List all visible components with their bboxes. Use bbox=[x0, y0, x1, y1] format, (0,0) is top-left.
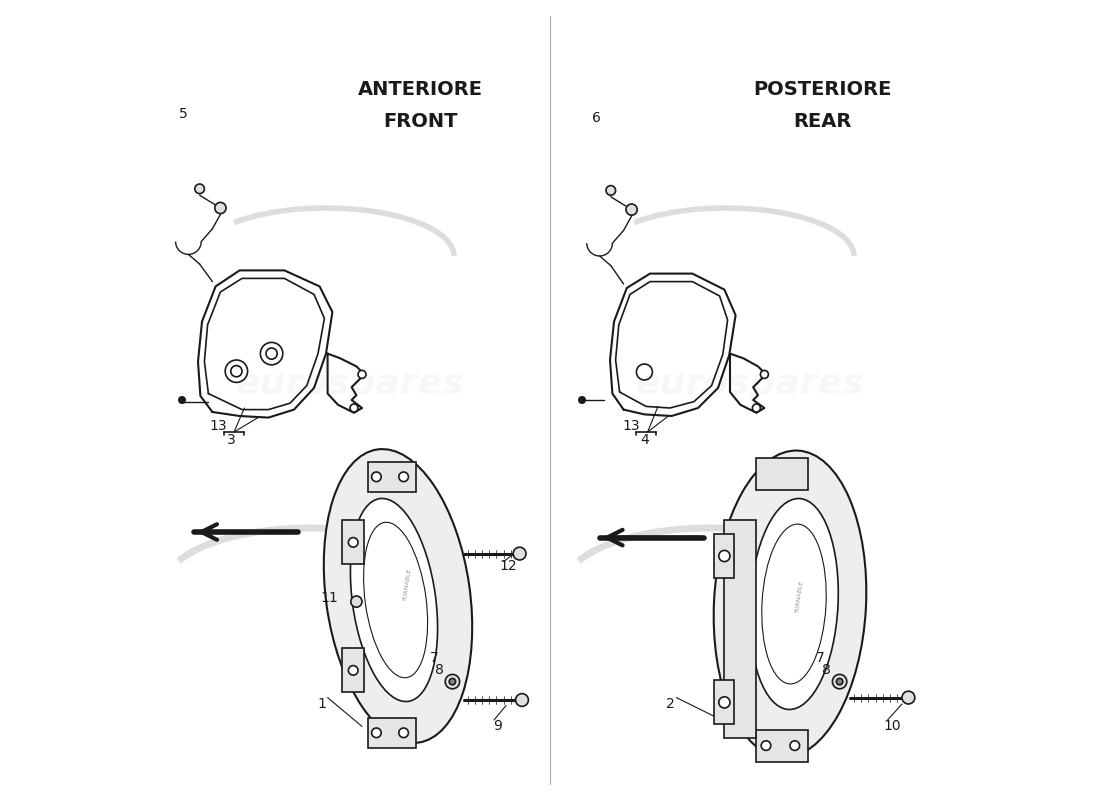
Text: 12: 12 bbox=[499, 559, 517, 574]
Text: 8: 8 bbox=[822, 663, 830, 678]
Circle shape bbox=[446, 674, 460, 689]
Text: 5: 5 bbox=[179, 106, 188, 121]
Circle shape bbox=[902, 691, 915, 704]
Ellipse shape bbox=[750, 498, 838, 710]
Bar bbox=[757, 458, 808, 490]
Text: 11: 11 bbox=[320, 591, 338, 606]
Circle shape bbox=[790, 741, 800, 750]
Circle shape bbox=[214, 202, 225, 214]
Circle shape bbox=[514, 547, 526, 560]
Text: 7: 7 bbox=[816, 650, 825, 665]
Text: REAR: REAR bbox=[793, 112, 851, 131]
Circle shape bbox=[349, 666, 358, 675]
Text: eurospares: eurospares bbox=[636, 367, 865, 401]
Text: 6: 6 bbox=[592, 111, 601, 126]
Circle shape bbox=[372, 728, 382, 738]
Circle shape bbox=[752, 404, 760, 412]
Circle shape bbox=[350, 404, 358, 412]
Text: eurospares: eurospares bbox=[235, 367, 464, 401]
Circle shape bbox=[761, 741, 771, 750]
Bar bbox=[342, 648, 364, 692]
Bar bbox=[714, 534, 734, 578]
Circle shape bbox=[449, 678, 455, 685]
Text: FRONT: FRONT bbox=[383, 112, 458, 131]
Circle shape bbox=[195, 184, 205, 194]
Circle shape bbox=[626, 204, 637, 215]
Text: ANTERIORE: ANTERIORE bbox=[358, 80, 483, 99]
Text: 7: 7 bbox=[430, 650, 439, 665]
Circle shape bbox=[718, 550, 730, 562]
Bar bbox=[367, 718, 416, 748]
Bar bbox=[725, 520, 757, 738]
Circle shape bbox=[833, 674, 847, 689]
Text: 2: 2 bbox=[666, 697, 674, 711]
Circle shape bbox=[718, 697, 730, 708]
Circle shape bbox=[179, 397, 185, 403]
Circle shape bbox=[836, 678, 843, 685]
Ellipse shape bbox=[714, 450, 867, 758]
Text: 8: 8 bbox=[436, 663, 444, 678]
Bar bbox=[367, 462, 416, 492]
Circle shape bbox=[399, 472, 408, 482]
Text: 3: 3 bbox=[228, 433, 236, 447]
Text: 9: 9 bbox=[494, 719, 503, 734]
Circle shape bbox=[516, 694, 528, 706]
Circle shape bbox=[231, 366, 242, 377]
Circle shape bbox=[760, 370, 769, 378]
Circle shape bbox=[266, 348, 277, 359]
Text: 4: 4 bbox=[640, 433, 649, 447]
Ellipse shape bbox=[323, 449, 472, 743]
Bar bbox=[342, 520, 364, 564]
Text: POSTERIORE: POSTERIORE bbox=[752, 80, 891, 99]
Circle shape bbox=[372, 472, 382, 482]
Text: TURNABLE: TURNABLE bbox=[403, 567, 412, 601]
Text: TURNABLE: TURNABLE bbox=[795, 579, 804, 613]
Bar bbox=[757, 730, 808, 762]
Circle shape bbox=[399, 728, 408, 738]
Circle shape bbox=[579, 397, 585, 403]
Circle shape bbox=[606, 186, 616, 195]
Bar bbox=[714, 680, 734, 724]
Circle shape bbox=[351, 596, 362, 607]
Circle shape bbox=[358, 370, 366, 378]
Ellipse shape bbox=[351, 498, 438, 702]
Circle shape bbox=[349, 538, 358, 547]
Text: 13: 13 bbox=[623, 418, 640, 433]
Text: 10: 10 bbox=[883, 719, 901, 734]
Text: 13: 13 bbox=[209, 418, 227, 433]
Text: 1: 1 bbox=[318, 697, 327, 711]
